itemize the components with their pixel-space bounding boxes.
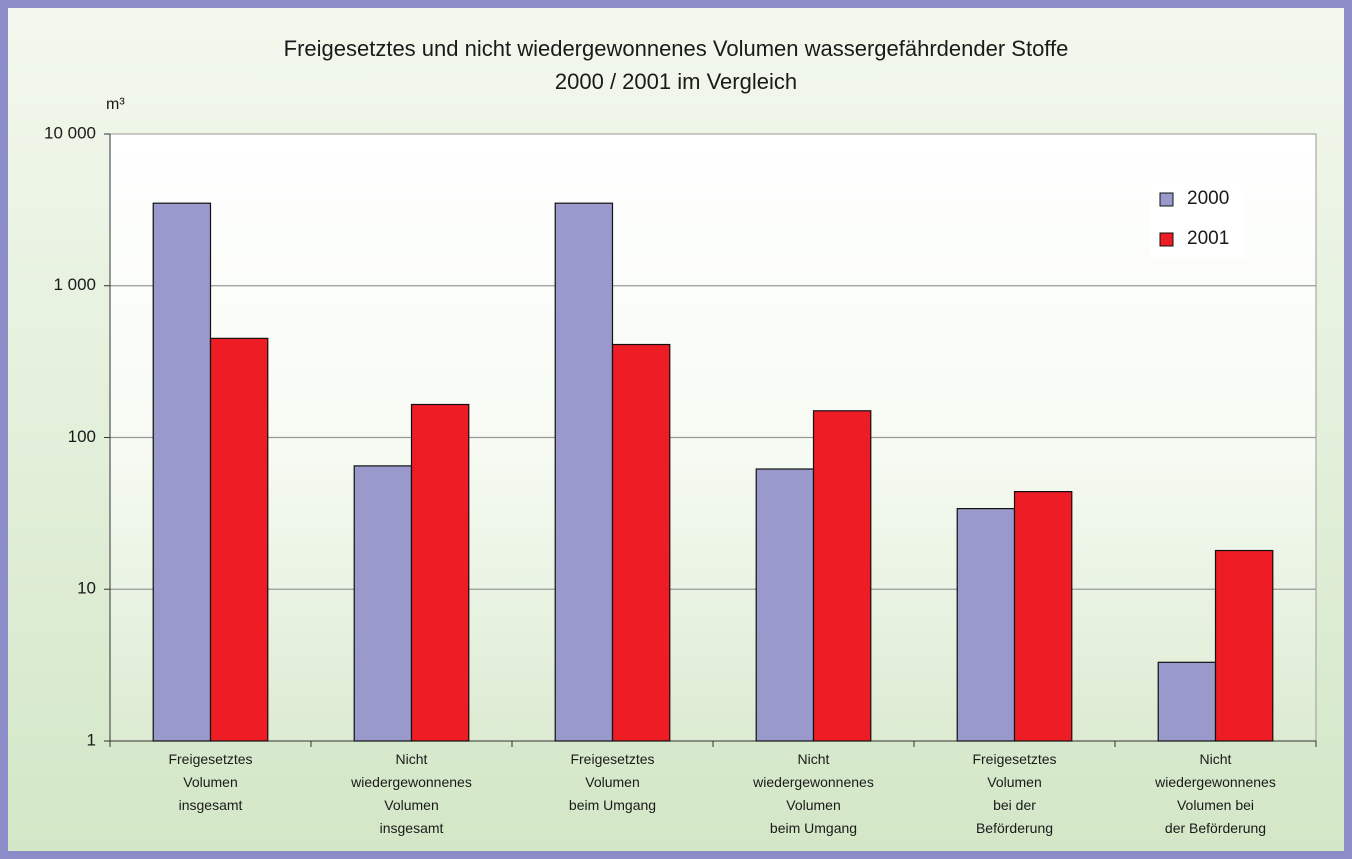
bar [956,507,1016,742]
bar [611,343,671,742]
x-tick-label: Nicht wiedergewonnenes Volumen bei der Befö… [1154,751,1276,836]
y-tick-label: 10 000 [44,123,96,142]
x-tick-label: Nicht wiedergewonnenes Volumen insgesamt [350,751,472,836]
legend-swatch [1159,232,1174,247]
x-tick-label: Freigesetztes Volumen bei der Beförderung [972,751,1056,836]
bar [755,468,815,742]
bar [1013,491,1073,742]
legend-label: 2001 [1187,228,1229,249]
x-tick-label: Nicht wiedergewonnenes Volumen beim Umgang [752,751,874,836]
bar [1214,549,1274,742]
y-axis-label: m³ [106,96,125,113]
y-tick-label: 1 000 [53,275,96,294]
x-tick-label: Freigesetztes Volumen insgesamt [168,751,252,813]
x-tick-label: Freigesetztes Volumen beim Umgang [569,751,656,813]
y-tick-label: 100 [68,427,96,446]
bar [353,465,413,742]
bar [1157,661,1217,742]
legend-swatch [1159,192,1174,207]
y-tick-label: 1 [87,730,96,749]
bar [812,410,872,742]
chart-title: Freigesetztes und nicht wiedergewonnenes… [284,36,1069,94]
legend-label: 2000 [1187,188,1229,209]
bar [152,202,212,742]
bar [209,337,269,742]
bar [554,202,614,742]
y-tick-label: 10 [77,579,96,598]
bar [410,403,470,742]
